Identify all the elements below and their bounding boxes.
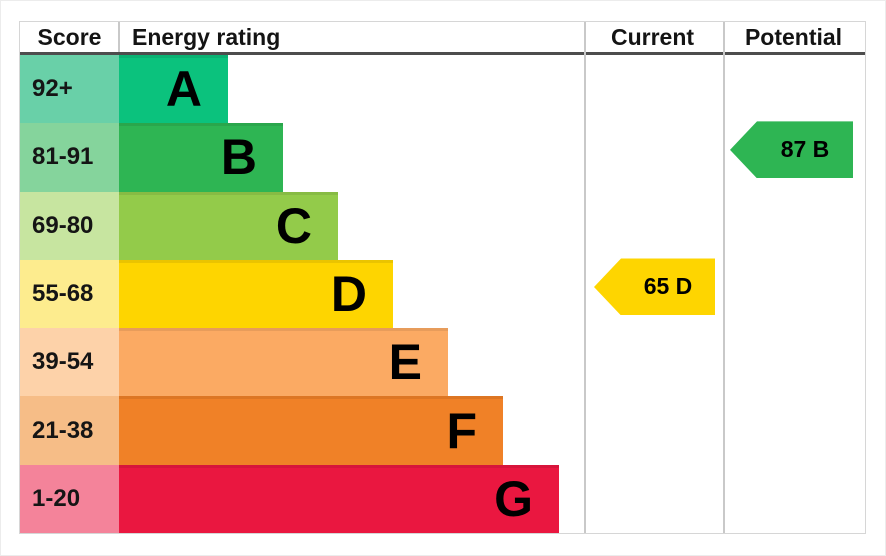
current-column-header: Current xyxy=(610,24,695,50)
epc-table: Score Energy rating Current Potential 92… xyxy=(19,21,866,534)
band-row-c: 69-80 C xyxy=(20,191,865,260)
potential-rating-arrow: 87 B xyxy=(730,121,853,179)
band-row-a: 92+ A xyxy=(20,55,865,124)
rating-bar: G xyxy=(119,464,559,533)
band-row-g: 1-20 G xyxy=(20,464,865,533)
header-underline xyxy=(20,52,865,55)
rating-bar: D xyxy=(119,259,393,329)
score-cell: 55-68 xyxy=(20,259,119,329)
rating-bar: C xyxy=(119,191,338,260)
score-cell: 69-80 xyxy=(20,191,119,260)
current-rating-arrow: 65 D xyxy=(594,258,715,316)
score-cell: 21-38 xyxy=(20,396,119,465)
band-row-d: 55-68 D xyxy=(20,259,865,329)
band-rows: 92+ A 81-91 B 69-80 C 55-68 D 39-54 E 21… xyxy=(20,55,865,533)
score-column-header: Score xyxy=(37,24,102,50)
score-column-divider xyxy=(118,22,120,52)
current-column-divider xyxy=(584,22,586,533)
energy-rating-column-header: Energy rating xyxy=(132,24,281,50)
score-cell: 92+ xyxy=(20,55,119,124)
rating-bar: A xyxy=(119,55,228,124)
band-row-b: 81-91 B xyxy=(20,123,865,192)
rating-bar: F xyxy=(119,396,503,465)
table-header-row: Score Energy rating Current Potential xyxy=(20,22,865,52)
rating-bar: B xyxy=(119,123,283,192)
potential-column-divider xyxy=(723,22,725,533)
rating-bar: E xyxy=(119,328,448,397)
score-cell: 81-91 xyxy=(20,123,119,192)
score-cell: 1-20 xyxy=(20,464,119,533)
score-cell: 39-54 xyxy=(20,328,119,397)
band-row-e: 39-54 E xyxy=(20,328,865,397)
band-row-f: 21-38 F xyxy=(20,396,865,465)
potential-column-header: Potential xyxy=(744,24,843,50)
